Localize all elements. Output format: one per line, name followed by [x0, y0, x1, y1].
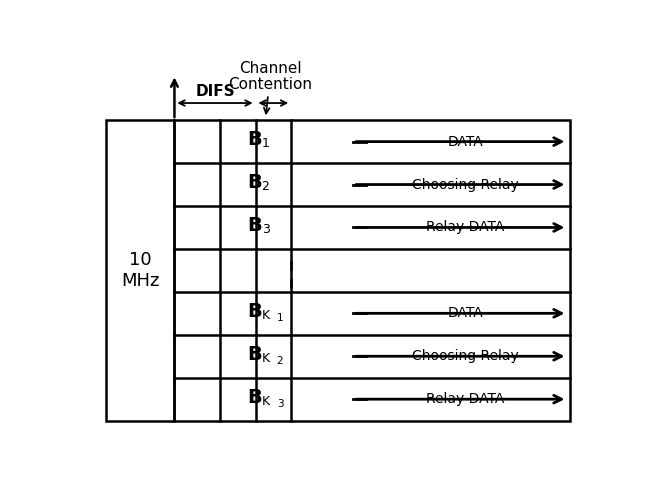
Text: B: B — [248, 345, 262, 364]
Text: 2: 2 — [261, 180, 270, 193]
Text: 3: 3 — [261, 223, 270, 236]
Text: DATA: DATA — [447, 134, 483, 149]
Text: K: K — [261, 352, 270, 365]
Text: B: B — [248, 216, 262, 235]
Text: Channel: Channel — [239, 61, 302, 77]
Text: 2: 2 — [277, 356, 283, 366]
Text: Choosing Relay: Choosing Relay — [412, 177, 519, 192]
Text: B: B — [248, 388, 262, 407]
Text: 1: 1 — [277, 313, 283, 323]
Text: B: B — [248, 130, 262, 149]
Text: Relay DATA: Relay DATA — [426, 220, 504, 235]
Text: B: B — [248, 173, 262, 192]
Text: Relay DATA: Relay DATA — [426, 392, 504, 406]
Text: Choosing Relay: Choosing Relay — [412, 349, 519, 363]
Text: 3: 3 — [277, 399, 283, 409]
Text: 10
MHz: 10 MHz — [122, 251, 160, 290]
Text: 1: 1 — [261, 137, 270, 150]
Text: DIFS: DIFS — [195, 84, 235, 99]
Text: B: B — [248, 302, 262, 321]
Text: DATA: DATA — [447, 306, 483, 320]
Text: Contention: Contention — [229, 77, 313, 91]
Text: K: K — [261, 309, 270, 322]
Text: K: K — [261, 395, 270, 408]
